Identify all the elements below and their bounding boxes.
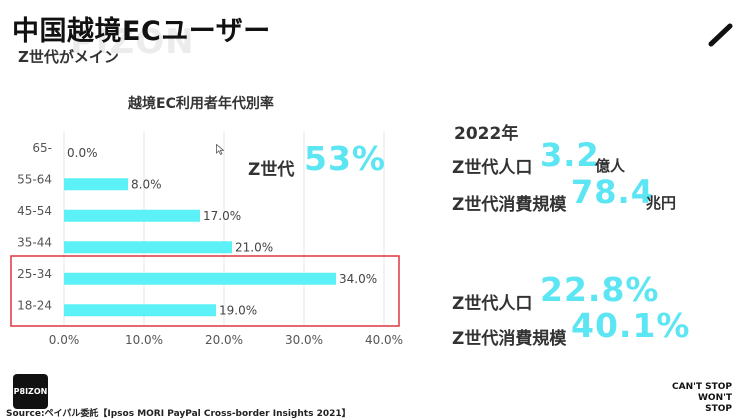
slogan-line-1: CAN'T STOP [672, 382, 732, 392]
y-tick-label: 35-44 [17, 235, 52, 249]
bar [64, 272, 336, 285]
population-pct-label: Z世代人口 [452, 294, 533, 314]
brand-logo: P8IZON [13, 374, 48, 409]
bar [64, 304, 216, 317]
population-label: Z世代人口 [452, 158, 533, 178]
z-share-label: Z世代 [248, 160, 295, 180]
page-title: 中国越境ECユーザー [12, 16, 271, 47]
x-tick-label: 30.0% [285, 333, 323, 347]
z-share-value: 53% [304, 139, 386, 178]
population-pct-value: 22.8% [540, 270, 660, 309]
spending-label: Z世代消費規模 [452, 195, 567, 215]
data-label: 17.0% [203, 209, 241, 223]
y-tick-label: 45-54 [17, 204, 52, 218]
population-unit: 億人 [595, 157, 626, 175]
y-tick-label: 65- [32, 141, 52, 155]
x-tick-label: 0.0% [49, 333, 80, 347]
x-tick-label: 10.0% [125, 333, 163, 347]
source-note: Source:ペイパル委託【Ipsos MORI PayPal Cross-bo… [6, 409, 351, 419]
age-bar-chart: 0.0% 10.0% 20.0% 30.0% 40.0% 65- 0.0% 55-64 8.0%… [10, 132, 403, 347]
spending-unit: 兆円 [646, 194, 677, 212]
cursor-icon [216, 144, 224, 155]
slogan-line-2: WON'T STOP [697, 393, 732, 414]
highlight-box [10, 255, 400, 327]
population-value: 3.2 [540, 136, 600, 174]
pen-icon[interactable] [707, 22, 735, 48]
data-label: 21.0% [235, 240, 273, 254]
data-label: 34.0% [339, 272, 377, 286]
bar [64, 241, 232, 254]
slogan: CAN'T STOP WON'T STOP [672, 382, 732, 415]
y-tick-label: 55-64 [17, 172, 52, 186]
spending-pct-value: 40.1% [571, 306, 691, 345]
x-tick-label: 20.0% [205, 333, 243, 347]
y-tick-label: 25-34 [17, 267, 52, 281]
data-label: 0.0% [67, 146, 98, 160]
watermark-text: PIZON [70, 22, 195, 62]
spending-value: 78.4 [571, 173, 654, 211]
spending-pct-label: Z世代消費規模 [452, 329, 567, 349]
x-tick-label: 40.0% [365, 333, 403, 347]
bar [64, 209, 200, 222]
bar [64, 178, 128, 191]
data-label: 19.0% [219, 303, 257, 317]
data-label: 8.0% [131, 177, 162, 191]
y-tick-label: 18-24 [17, 298, 52, 312]
page-subtitle: Z世代がメイン [18, 48, 119, 66]
chart-title: 越境EC利用者年代別率 [128, 96, 274, 112]
year-label: 2022年 [454, 124, 519, 144]
